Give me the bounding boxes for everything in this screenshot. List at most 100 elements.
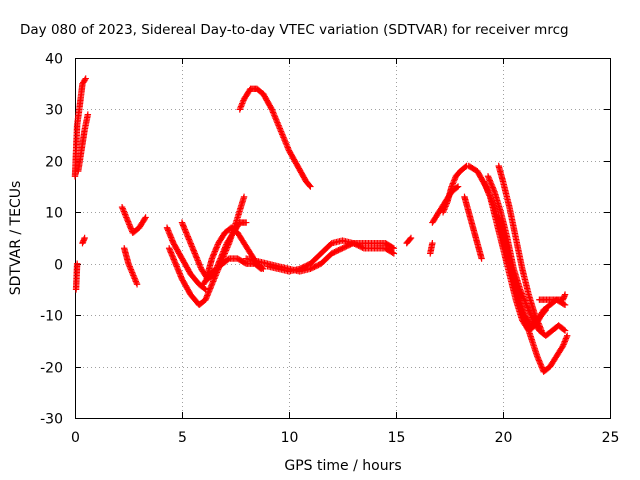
series-arc-24 [536, 296, 569, 309]
data-point [478, 255, 485, 262]
data-point [237, 103, 245, 110]
data-point [121, 209, 128, 217]
data-point [389, 249, 396, 256]
data-point [439, 209, 447, 216]
data-point [285, 145, 292, 153]
series-arc-25 [495, 162, 545, 334]
data-point [268, 106, 276, 113]
data-point [561, 291, 569, 298]
data-point [280, 135, 288, 143]
series-arc-21 [480, 178, 549, 334]
series-arc-23 [495, 214, 569, 329]
series-arc-19 [461, 193, 485, 262]
data-point [236, 106, 243, 113]
data-point [307, 183, 314, 190]
data-point [130, 273, 138, 281]
data-point [81, 76, 89, 84]
data-point [283, 142, 291, 150]
series-arc-20 [465, 162, 571, 375]
data-point [282, 140, 290, 147]
data-point [120, 206, 127, 214]
data-point [560, 300, 568, 308]
data-point [257, 265, 265, 273]
data-point [239, 98, 247, 106]
data-point [240, 97, 247, 104]
data-point [210, 276, 217, 284]
x-tick-label: 0 [71, 430, 80, 446]
data-point [125, 260, 132, 267]
data-point [562, 336, 569, 344]
data-point [440, 207, 447, 215]
data-point [359, 244, 366, 251]
y-tick-label: -20 [40, 361, 63, 377]
y-tick-label: 20 [45, 155, 63, 171]
series-arc-14 [264, 237, 398, 275]
data-point [121, 211, 129, 218]
data-point [450, 178, 457, 186]
data-point [453, 184, 461, 191]
data-point [209, 278, 217, 285]
data-point [269, 109, 277, 116]
data-markers [71, 75, 571, 375]
data-point [271, 113, 279, 120]
data-point [279, 131, 286, 138]
data-point [122, 212, 129, 220]
data-point [279, 132, 287, 140]
data-point [119, 205, 126, 212]
data-point [73, 260, 81, 267]
y-tick-label: 30 [45, 103, 63, 119]
series-arc-4 [79, 234, 88, 247]
data-point [141, 215, 149, 222]
y-tick-label: 0 [54, 258, 63, 274]
data-point [129, 270, 136, 278]
data-point [208, 281, 216, 288]
data-point [449, 180, 457, 187]
data-point [390, 250, 398, 257]
series-arc-1 [71, 75, 89, 180]
data-point [239, 100, 246, 107]
data-point [130, 272, 137, 279]
data-point [84, 111, 92, 118]
data-point [560, 339, 568, 347]
series-arc-3 [75, 111, 92, 175]
data-point [128, 267, 135, 275]
data-point [442, 201, 450, 209]
y-tick-label: -30 [40, 412, 63, 428]
data-point [120, 208, 128, 215]
data-point [275, 122, 282, 129]
data-point [450, 177, 458, 184]
data-point [274, 119, 281, 126]
data-point [281, 137, 288, 144]
data-point [118, 203, 126, 211]
data-point [237, 104, 244, 112]
x-axis-label: GPS time / hours [284, 458, 401, 474]
data-point [272, 116, 280, 123]
data-point [127, 264, 134, 272]
data-point [277, 126, 284, 134]
data-point [448, 183, 455, 190]
data-point [442, 203, 449, 210]
data-point [267, 104, 275, 112]
data-point [441, 206, 448, 213]
data-point [240, 193, 248, 201]
data-point [559, 342, 567, 350]
data-point [133, 279, 140, 287]
data-point [276, 125, 284, 132]
series-arc-12 [236, 85, 314, 190]
plot-frame [75, 58, 611, 419]
data-point [81, 234, 88, 242]
data-point [558, 344, 566, 351]
data-point [282, 138, 289, 145]
data-point [209, 279, 216, 287]
data-point [563, 333, 570, 341]
data-point [273, 117, 280, 125]
data-point [278, 129, 285, 137]
data-point [406, 235, 414, 243]
data-point [131, 275, 138, 282]
data-point [127, 266, 135, 273]
data-point [561, 327, 569, 334]
y-axis-label: SDTVAR / TECUs [8, 181, 24, 296]
data-point [306, 182, 313, 189]
data-point [274, 120, 282, 128]
